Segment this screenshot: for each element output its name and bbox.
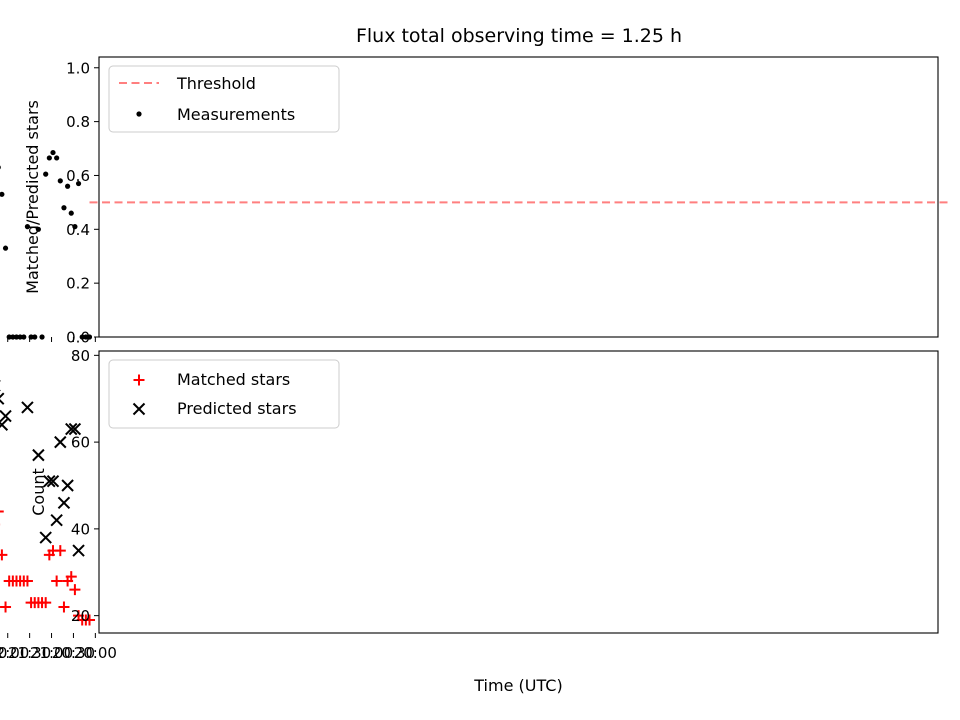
bottom-axes: 2040608020:0020:3021:0021:3022:0022:3023…: [0, 347, 939, 662]
measurements-layer: [0, 149, 93, 340]
bottom-y-tick-label: 40: [71, 520, 90, 538]
legend-measurements-label: Measurements: [177, 105, 295, 124]
bottom-legend: Matched stars Predicted stars: [108, 359, 340, 429]
legend-matched-swatch: [133, 374, 145, 386]
measurement-point: [43, 171, 49, 177]
predicted-star-point: [43, 474, 56, 488]
predicted-star-point: [0, 409, 12, 423]
legend-predicted-label: Predicted stars: [177, 399, 297, 418]
bottom-axes-frame: [98, 350, 939, 634]
measurement-point: [86, 334, 93, 340]
predicted-star-point: [65, 422, 78, 436]
predicted-stars-layer: [0, 380, 85, 557]
top-axes: 0.0 0.2 0.4 0.6 0.8 1.0: [7, 56, 939, 347]
predicted-star-point: [32, 448, 45, 462]
x-tick-label: 20:00: [74, 644, 117, 662]
measurement-point: [50, 149, 56, 156]
matched-star-point: [0, 601, 12, 613]
predicted-star-point: [61, 479, 74, 492]
bottom-y-tick-label: 60: [71, 434, 90, 452]
top-y-tick-label: 0.8: [66, 113, 90, 131]
top-axes-frame: [98, 56, 939, 338]
measurement-point: [10, 334, 16, 340]
legend-predicted-swatch: [132, 402, 146, 416]
predicted-star-point: [0, 392, 5, 405]
measurement-point: [79, 334, 85, 340]
x-tick-label: 22:30: [0, 644, 7, 662]
measurement-point: [0, 191, 5, 197]
top-y-tick-label: 0.6: [66, 167, 90, 185]
measurement-point: [13, 334, 20, 340]
top-y-tick-label: 0.2: [66, 275, 90, 293]
top-y-tick-label: 0.4: [66, 221, 90, 239]
matched-star-point: [0, 510, 4, 513]
top-y-tick-label: 0.0: [66, 329, 90, 347]
bottom-legend-box: [108, 359, 340, 429]
matched-stars-layer: [0, 510, 96, 626]
matched-star-point: [62, 575, 74, 587]
measurement-point: [83, 334, 89, 340]
predicted-star-point: [50, 513, 63, 527]
measurement-point: [46, 155, 52, 161]
predicted-star-point: [39, 531, 52, 544]
measurement-point: [61, 205, 67, 211]
top-legend-box: [108, 65, 340, 133]
matched-star-point: [3, 575, 15, 587]
legend-threshold-label: Threshold: [176, 74, 256, 93]
top-y-axis-label: Matched/Predicted stars: [23, 100, 42, 294]
predicted-star-point: [57, 496, 71, 510]
measurement-point: [32, 334, 38, 340]
top-legend: Threshold Measurements: [108, 65, 340, 133]
measurement-point: [39, 334, 45, 340]
x-tick-label: 20:30: [52, 644, 95, 662]
predicted-star-point: [0, 418, 9, 431]
matched-star-point: [73, 610, 85, 622]
bottom-y-tick-label: 80: [71, 347, 90, 365]
predicted-star-point: [68, 422, 82, 436]
x-axis-label: Time (UTC): [473, 676, 562, 695]
measurement-point: [17, 334, 23, 340]
bottom-y-axis-label: Count: [29, 468, 48, 516]
measurement-point: [65, 183, 71, 189]
measurement-point: [24, 224, 31, 230]
measurement-point: [21, 334, 27, 340]
matched-star-point: [25, 597, 37, 609]
matched-star-point: [69, 584, 81, 596]
matched-star-point: [51, 575, 63, 587]
measurement-point: [2, 245, 9, 251]
measurement-point: [35, 226, 41, 232]
legend-measurements-swatch: [136, 111, 142, 117]
x-tick-label: 21:30: [8, 644, 51, 662]
matched-star-point: [0, 549, 8, 561]
legend-x-marker: [132, 402, 146, 416]
bottom-panel: 2040608020:0020:3021:0021:3022:0022:3023…: [0, 347, 939, 695]
legend-plus-marker: [133, 374, 145, 386]
top-panel: 0.0 0.2 0.4 0.6 0.8 1.0 Matched/Predicted sta…: [0, 56, 949, 347]
predicted-star-point: [46, 474, 60, 488]
measurement-point: [68, 210, 74, 216]
predicted-star-point: [21, 401, 34, 414]
x-tick-label: 21:00: [30, 644, 73, 662]
measurement-point: [54, 155, 60, 161]
matched-star-point: [58, 601, 70, 613]
x-tick-label: 22:00: [0, 644, 29, 662]
predicted-star-point: [54, 435, 67, 449]
measurement-point: [75, 180, 82, 187]
legend-matched-label: Matched stars: [177, 370, 290, 389]
bottom-y-tick-label: 20: [71, 607, 90, 625]
chart-title: Flux total observing time = 1.25 h: [356, 25, 682, 47]
predicted-star-point: [72, 544, 85, 557]
measurement-point: [0, 165, 1, 170]
matched-star-point: [43, 549, 55, 561]
measurement-point: [72, 224, 78, 230]
measurement-point: [57, 178, 63, 184]
top-y-tick-label: 1.0: [66, 59, 90, 77]
